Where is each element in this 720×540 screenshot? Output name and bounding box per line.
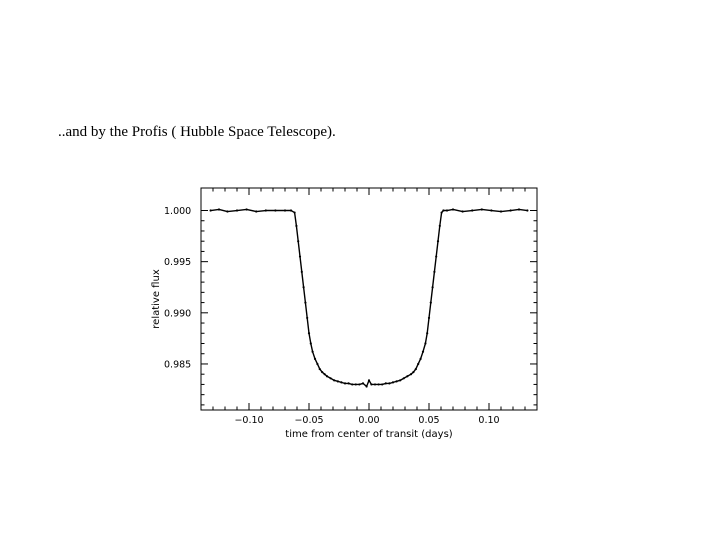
data-point — [426, 332, 429, 335]
data-point — [421, 350, 425, 353]
data-point — [367, 379, 371, 382]
data-point — [235, 209, 239, 212]
data-point — [499, 210, 503, 213]
data-point — [409, 373, 413, 376]
data-point — [264, 209, 267, 212]
data-point — [445, 209, 449, 212]
x-tick-label: −0.05 — [294, 415, 323, 426]
data-point — [414, 367, 417, 371]
data-point — [526, 209, 529, 212]
data-point — [318, 367, 321, 371]
data-point — [440, 211, 443, 214]
data-point — [480, 208, 483, 211]
y-tick-label: 0.990 — [164, 308, 191, 319]
data-point — [295, 224, 298, 227]
x-axis-label: time from center of transit (days) — [285, 429, 452, 440]
data-point — [347, 382, 350, 385]
data-point — [351, 383, 354, 386]
data-point — [436, 240, 440, 243]
data-point — [412, 371, 415, 374]
data-point — [377, 383, 380, 386]
data-point — [307, 332, 311, 335]
data-point — [365, 385, 368, 388]
data-point — [381, 383, 384, 386]
data-point — [321, 371, 324, 374]
data-point — [311, 350, 314, 353]
data-point — [435, 255, 438, 258]
data-point — [340, 381, 343, 384]
data-point — [509, 209, 512, 212]
data-point — [297, 240, 300, 243]
data-point — [274, 209, 277, 212]
data-point — [517, 208, 521, 211]
light-curve-line — [210, 208, 528, 388]
data-point — [373, 383, 377, 386]
data-point — [417, 362, 420, 366]
x-tick-label: 0.10 — [478, 415, 499, 426]
y-tick-label: 1.000 — [164, 206, 191, 217]
data-point — [255, 210, 258, 213]
data-point — [283, 209, 287, 212]
data-point — [329, 377, 332, 380]
slide-caption: ..and by the Profis ( Hubble Space Teles… — [58, 124, 336, 140]
data-point — [402, 377, 405, 380]
data-point — [309, 342, 312, 345]
data-point — [358, 383, 361, 386]
data-point — [438, 224, 441, 227]
data-point — [217, 208, 221, 211]
x-tick-label: −0.10 — [234, 415, 263, 426]
data-point — [406, 375, 409, 378]
data-point — [289, 209, 293, 212]
y-axis-label: relative flux — [151, 269, 162, 329]
data-point — [399, 379, 402, 382]
x-axis-ticks: −0.10 −0.05 0.00 0.05 0.10 — [212, 188, 526, 426]
data-point — [245, 208, 248, 211]
data-point — [429, 301, 432, 304]
data-point — [354, 383, 357, 386]
data-point — [300, 270, 303, 273]
data-point — [427, 316, 431, 320]
data-point — [333, 379, 336, 382]
data-point — [391, 381, 395, 384]
data-point — [343, 382, 347, 385]
data-point — [361, 382, 365, 385]
x-tick-label: 0.00 — [358, 415, 379, 426]
data-point — [325, 375, 329, 378]
data-point — [323, 373, 326, 376]
data-point — [451, 208, 455, 211]
data-point — [433, 270, 436, 273]
data-point — [293, 211, 296, 214]
y-axis-ticks: 1.000 0.995 0.990 0.985 — [164, 206, 537, 406]
y-tick-label: 0.985 — [164, 359, 191, 370]
data-point — [419, 357, 422, 360]
data-point — [313, 357, 317, 360]
data-point — [336, 380, 339, 383]
plot-frame — [200, 187, 538, 411]
data-point — [226, 210, 229, 213]
x-tick-label: 0.05 — [418, 415, 439, 426]
data-point — [442, 209, 445, 212]
data-point — [461, 210, 464, 213]
y-tick-label: 0.995 — [164, 257, 191, 268]
data-point — [384, 382, 387, 385]
data-point — [302, 286, 305, 289]
data-point — [431, 286, 434, 289]
data-point — [304, 301, 307, 304]
data-point — [424, 342, 427, 345]
data-point — [209, 209, 212, 212]
data-point — [370, 383, 373, 386]
data-point — [395, 380, 398, 383]
data-point — [316, 362, 319, 366]
data-point — [306, 316, 309, 320]
data-point — [490, 209, 493, 212]
data-point — [388, 382, 391, 385]
data-point — [471, 209, 474, 212]
data-point — [298, 255, 302, 258]
data-points — [209, 208, 529, 388]
